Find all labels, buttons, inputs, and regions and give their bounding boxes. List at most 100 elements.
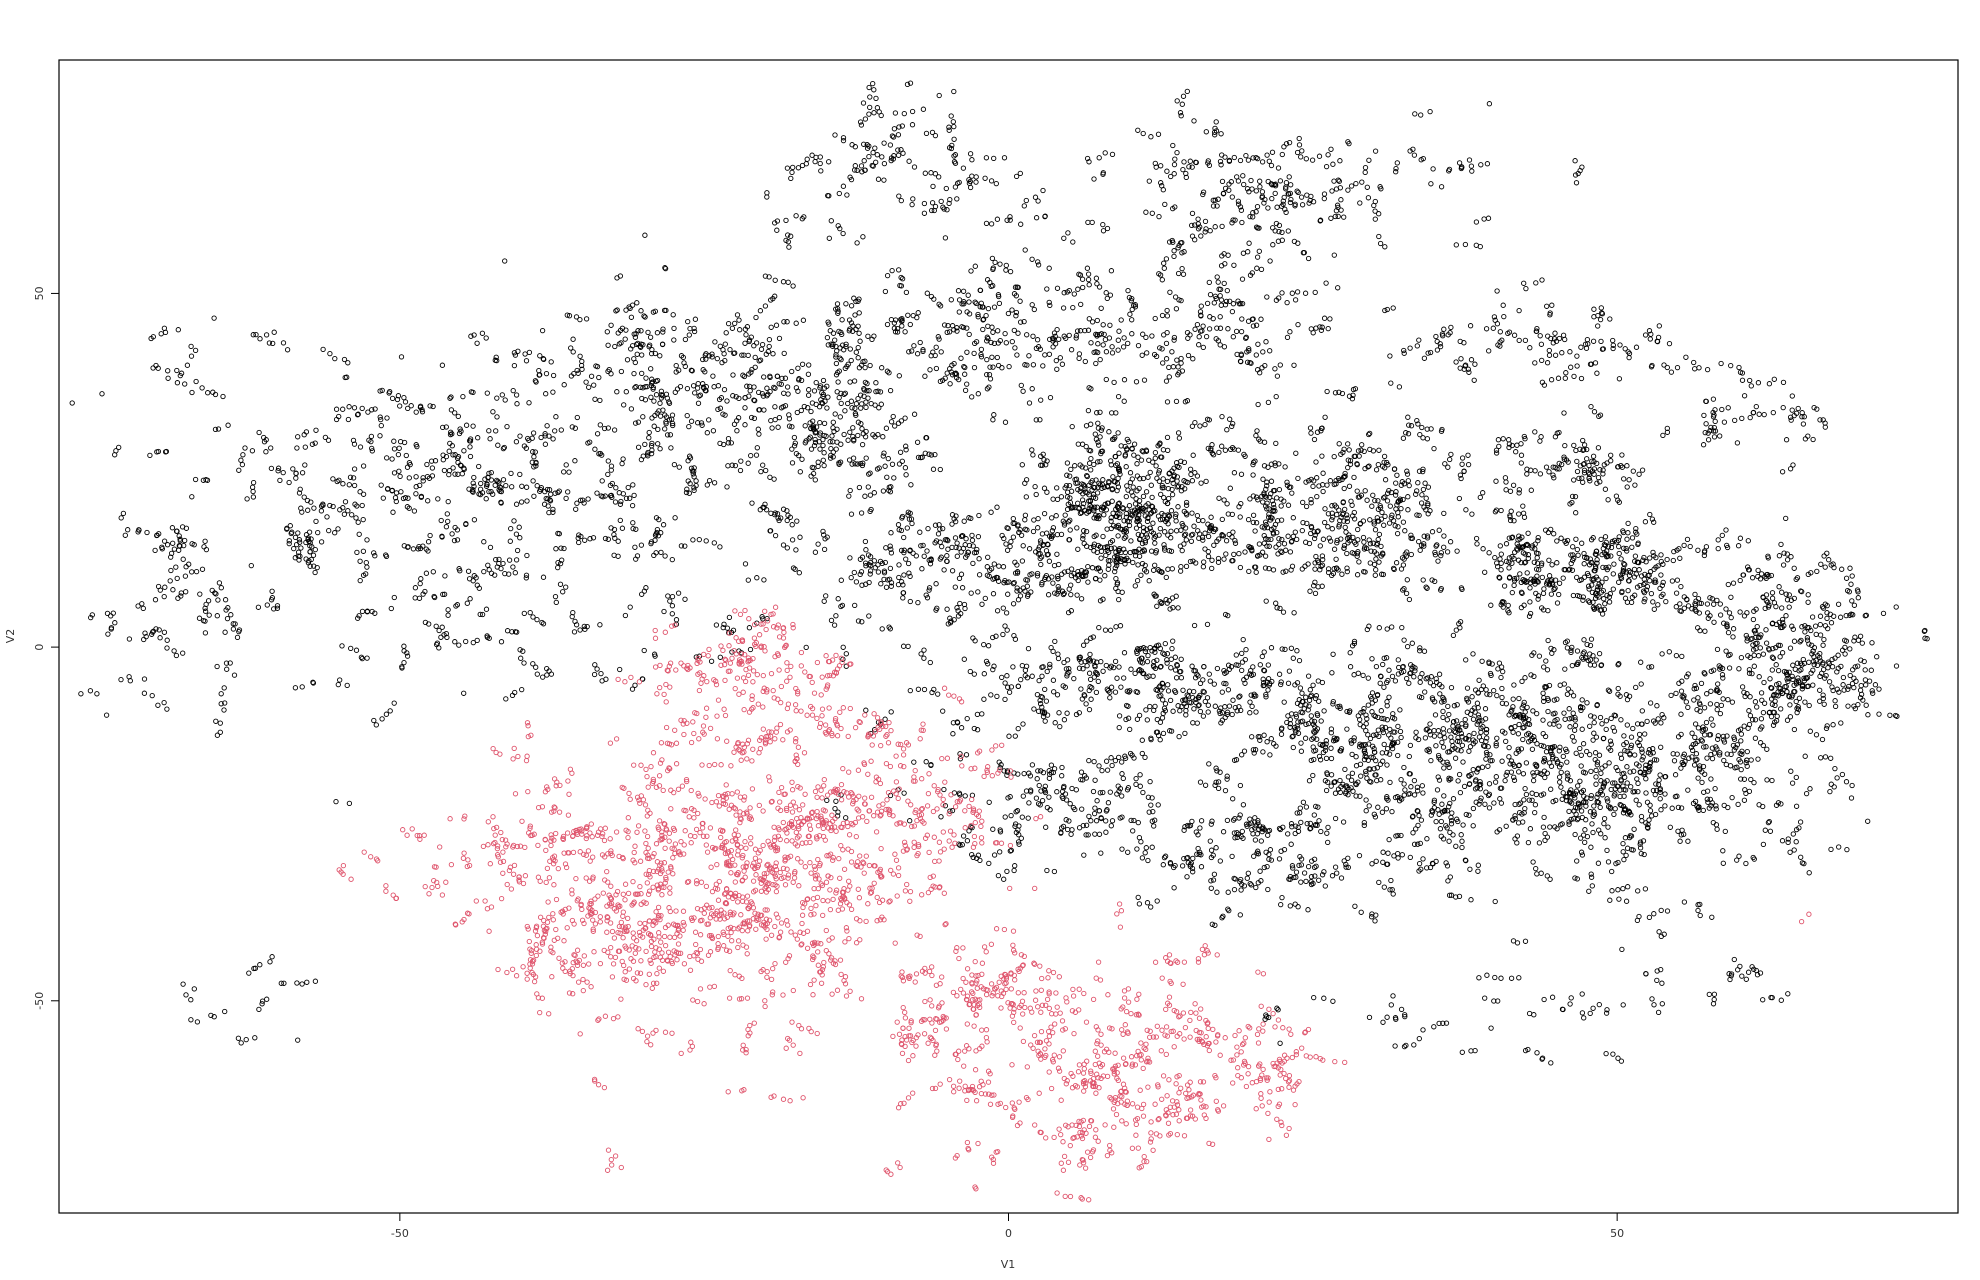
- scatter-point-series-1: [673, 617, 680, 623]
- scatter-point-series-1: [896, 574, 902, 581]
- scatter-point-series-1: [1217, 325, 1224, 331]
- scatter-point-series-1: [967, 184, 974, 191]
- scatter-point-series-1: [1310, 483, 1316, 490]
- scatter-point-series-1: [1079, 497, 1086, 503]
- scatter-point-series-1: [1200, 564, 1207, 570]
- scatter-point-series-1: [986, 799, 992, 805]
- scatter-point-series-1: [1357, 200, 1363, 206]
- scatter-point-series-1: [574, 414, 580, 421]
- scatter-point-series-1: [914, 439, 921, 445]
- scatter-point-series-1: [1096, 155, 1102, 161]
- scatter-point-series-1: [1572, 172, 1579, 178]
- scatter-point-series-1: [891, 126, 898, 132]
- scatter-point-series-1: [305, 560, 312, 566]
- scatter-point-series-1: [533, 379, 539, 385]
- scatter-point-series-1: [1254, 203, 1261, 210]
- scatter-point-series-1: [821, 385, 828, 391]
- scatter-point-series-1: [1484, 161, 1491, 167]
- scatter-point-series-1: [1237, 157, 1244, 164]
- scatter-point-series-1: [1381, 522, 1387, 528]
- scatter-point-series-1: [583, 379, 589, 385]
- scatter-point-series-1: [1446, 166, 1453, 173]
- scatter-point-series-1: [530, 478, 536, 484]
- scatter-point-series-1: [1480, 490, 1486, 496]
- scatter-point-series-1: [852, 405, 858, 412]
- scatter-point-series-1: [978, 351, 984, 358]
- scatter-point-series-1: [649, 376, 655, 382]
- scatter-point-series-1: [1070, 239, 1076, 245]
- scatter-point-series-1: [1006, 579, 1012, 585]
- scatter-point-series-1: [1274, 373, 1281, 379]
- scatter-point-series-1: [1333, 208, 1340, 214]
- scatter-point-series-1: [403, 452, 409, 459]
- scatter-point-series-1: [1214, 325, 1220, 331]
- scatter-point-series-1: [858, 122, 865, 128]
- scatter-point-series-1: [833, 613, 839, 619]
- scatter-point-series-1: [470, 486, 476, 493]
- scatter-point-series-1: [867, 492, 874, 498]
- scatter-point-series-1: [1178, 563, 1184, 570]
- scatter-point-series-1: [1084, 473, 1090, 480]
- scatter-point-series-1: [1323, 163, 1330, 170]
- scatter-point-series-1: [1266, 158, 1272, 164]
- scatter-point-series-1: [948, 618, 954, 624]
- scatter-point-series-1: [1377, 240, 1384, 247]
- scatter-point-series-1: [1059, 588, 1066, 594]
- scatter-point-series-1: [169, 525, 176, 531]
- scatter-point-series-1: [1094, 410, 1100, 416]
- scatter-point-series-1: [852, 602, 858, 609]
- scatter-point-series-1: [1173, 593, 1179, 599]
- scatter-point-series-1: [793, 450, 800, 457]
- scatter-point-series-1: [799, 216, 805, 222]
- scatter-point-series-1: [725, 440, 732, 446]
- scatter-point-series-1: [1116, 596, 1122, 603]
- scatter-point-series-1: [1195, 216, 1201, 222]
- scatter-point-series-1: [944, 207, 950, 213]
- scatter-point-series-1: [1054, 531, 1061, 538]
- scatter-point-series-1: [1305, 673, 1312, 679]
- scatter-point-series-1: [487, 544, 494, 551]
- scatter-point-series-1: [828, 452, 834, 459]
- scatter-point-series-1: [445, 518, 451, 525]
- scatter-point-series-1: [1197, 708, 1204, 715]
- scatter-point-series-1: [1029, 673, 1035, 679]
- scatter-point-series-1: [1066, 332, 1072, 339]
- scatter-point-series-1: [351, 482, 358, 489]
- scatter-point-series-1: [958, 610, 964, 617]
- scatter-point-series-1: [222, 597, 229, 603]
- scatter-point-series-1: [946, 127, 952, 133]
- scatter-point-series-1: [1244, 359, 1251, 365]
- scatter-point-series-1: [291, 545, 297, 552]
- scatter-point-series-1: [310, 680, 317, 686]
- scatter-point-series-1: [1258, 316, 1264, 322]
- scatter-point-series-1: [425, 498, 431, 504]
- scatter-point-series-1: [1062, 512, 1068, 518]
- scatter-point-series-1: [539, 619, 545, 626]
- scatter-point-series-1: [327, 502, 333, 509]
- scatter-point-series-1: [1250, 472, 1256, 478]
- scatter-point-series-1: [861, 393, 867, 399]
- scatter-point-series-1: [1360, 518, 1367, 524]
- scatter-point-series-1: [557, 581, 564, 587]
- scatter-point-series-1: [840, 644, 846, 650]
- scatter-point-series-1: [1224, 776, 1230, 782]
- scatter-point-series-1: [183, 564, 189, 570]
- scatter-point-series-1: [1115, 337, 1121, 343]
- scatter-point-series-1: [1056, 561, 1062, 568]
- scatter-point-series-1: [500, 477, 507, 483]
- scatter-point-series-1: [1041, 510, 1048, 517]
- scatter-point-series-1: [904, 525, 910, 531]
- scatter-point-series-1: [751, 397, 757, 403]
- scatter-point-series-1: [1099, 767, 1105, 774]
- scatter-point-series-1: [1376, 531, 1383, 538]
- scatter-point-series-1: [588, 373, 595, 379]
- scatter-point-series-1: [1036, 782, 1042, 789]
- scatter-point-series-1: [1287, 549, 1294, 555]
- scatter-point-series-1: [1291, 610, 1297, 616]
- scatter-point-series-1: [903, 443, 909, 449]
- scatter-point-series-1: [413, 484, 419, 490]
- scatter-point-series-1: [1345, 187, 1351, 193]
- scatter-point-series-1: [1083, 465, 1089, 471]
- scatter-point-series-1: [1371, 561, 1378, 568]
- scatter-point-series-1: [1016, 529, 1022, 536]
